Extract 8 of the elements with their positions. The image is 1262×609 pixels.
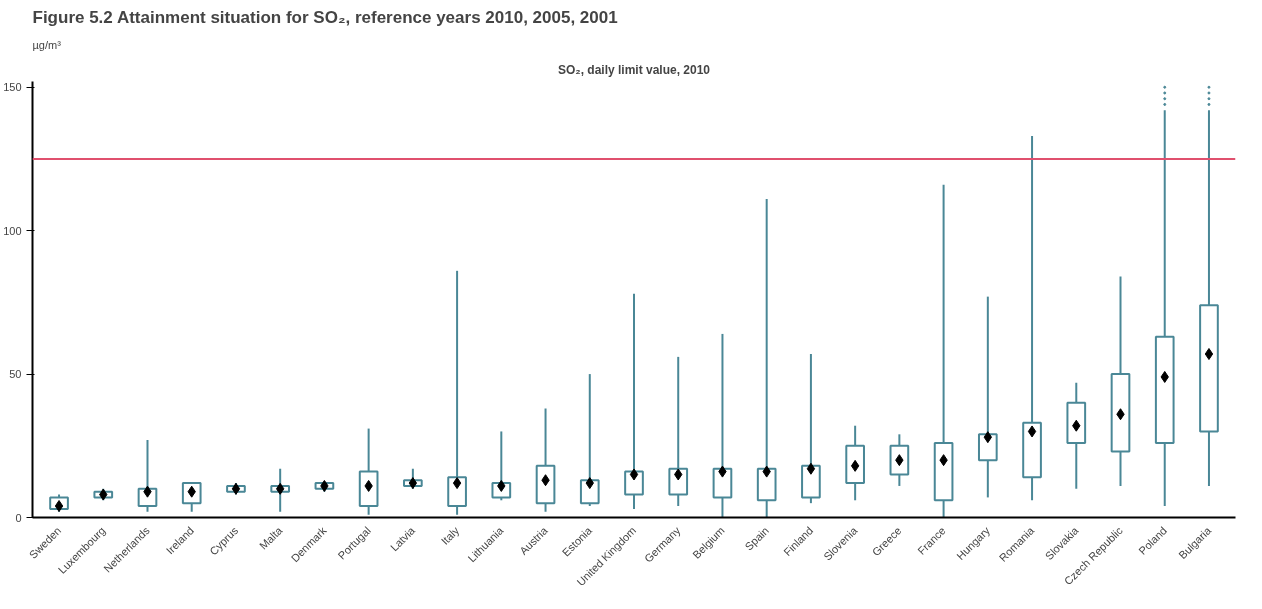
chart-subtitle: SO₂, daily limit value, 2010 bbox=[557, 62, 711, 77]
y-tick-label: 150 bbox=[3, 81, 22, 94]
x-tick-label: Italy bbox=[438, 523, 462, 548]
chart-title: Figure 5.2 Attainment situation for SO₂, reference years 2010, 2005, 2001 bbox=[32, 7, 618, 27]
y-axis-title: µg/m³ bbox=[32, 38, 62, 51]
y-tick-label: 100 bbox=[3, 224, 22, 237]
y-tick-label: 0 bbox=[15, 511, 22, 524]
y-tick-label: 50 bbox=[9, 368, 22, 381]
